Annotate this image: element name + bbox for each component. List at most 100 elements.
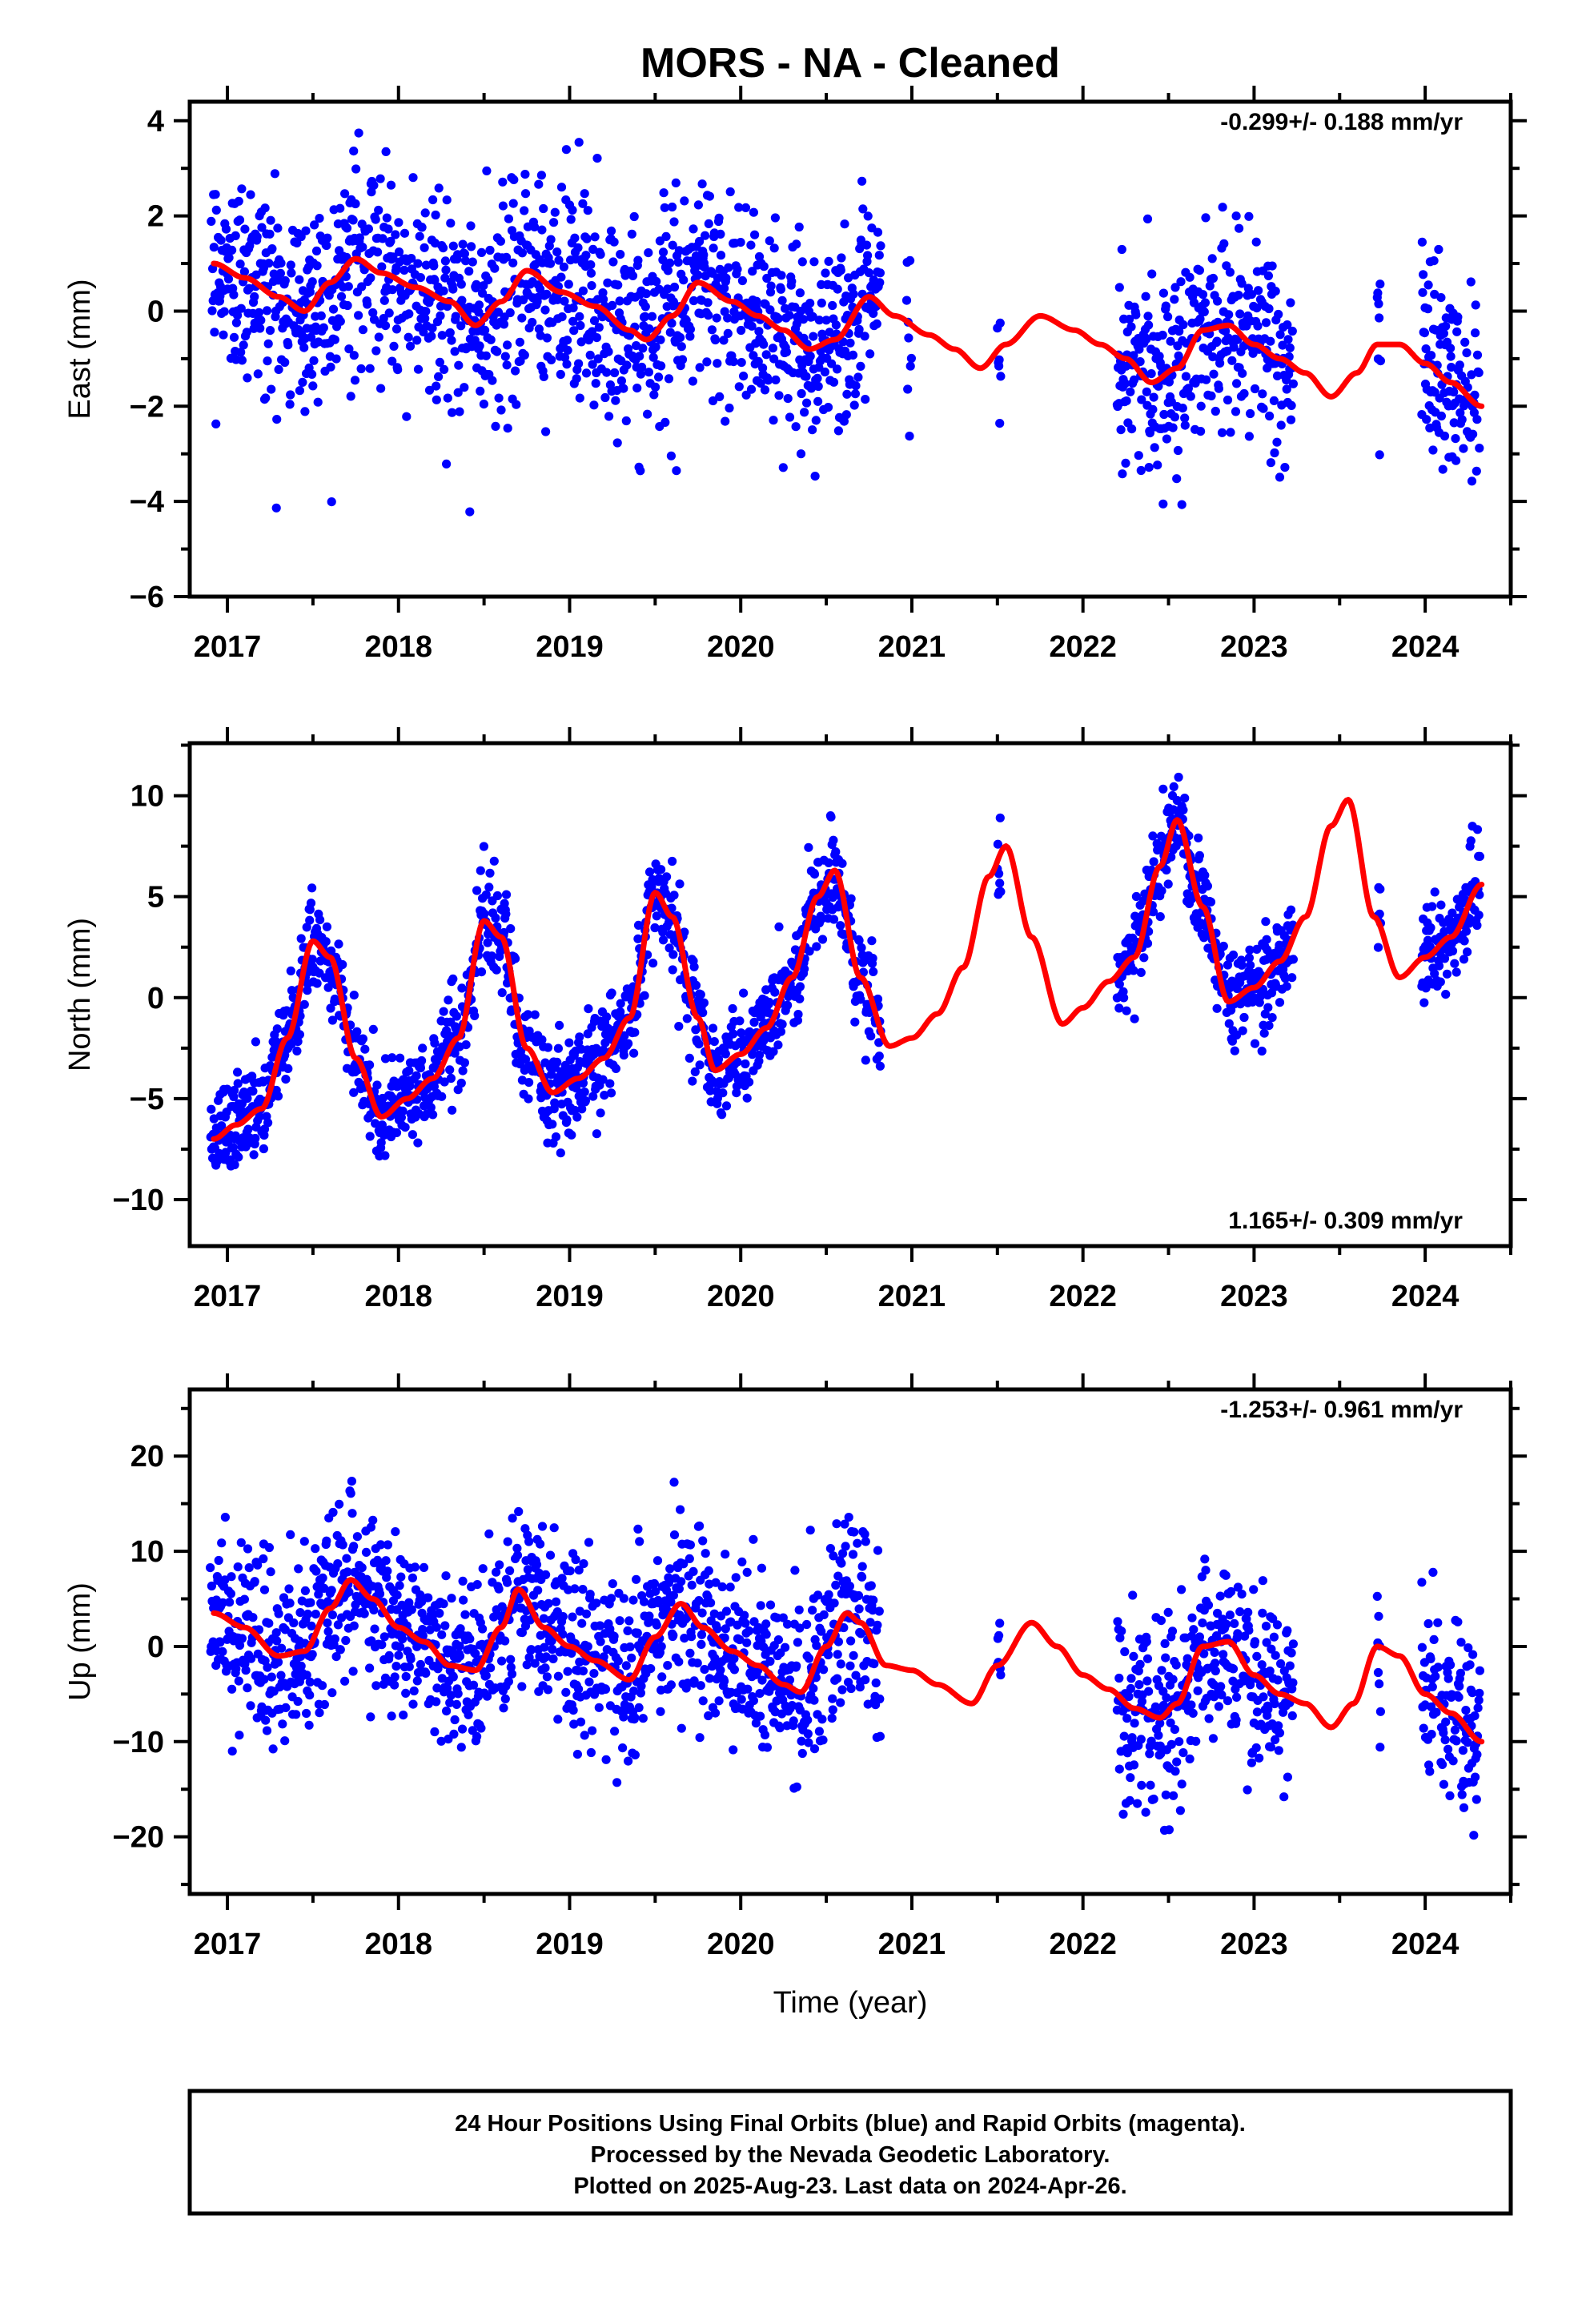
data-point xyxy=(869,1595,878,1605)
data-point xyxy=(1131,310,1141,320)
data-point xyxy=(824,1590,833,1599)
data-point xyxy=(817,1715,827,1724)
north-x-tick-label: 2024 xyxy=(1391,1280,1460,1313)
data-point xyxy=(495,1560,504,1570)
data-point xyxy=(1215,358,1225,368)
data-point xyxy=(785,1675,795,1685)
data-point xyxy=(1164,377,1174,387)
data-point xyxy=(753,356,763,366)
data-point xyxy=(652,1620,661,1630)
data-point xyxy=(536,1539,545,1549)
data-point xyxy=(380,1151,390,1160)
data-point xyxy=(700,263,709,272)
data-point xyxy=(666,1597,676,1607)
data-point xyxy=(368,1024,378,1034)
data-point xyxy=(270,169,279,179)
data-point xyxy=(1419,998,1429,1007)
data-point xyxy=(305,1691,315,1700)
data-point xyxy=(1446,344,1456,353)
data-point xyxy=(1127,424,1137,434)
data-point xyxy=(651,382,661,392)
data-point xyxy=(1466,836,1476,846)
data-point xyxy=(994,1630,1004,1640)
data-point xyxy=(315,1708,324,1718)
data-point xyxy=(1460,936,1469,946)
data-point xyxy=(498,201,508,211)
data-point xyxy=(349,351,359,360)
east-x-tick-label: 2018 xyxy=(364,630,432,664)
data-point xyxy=(804,1654,814,1663)
data-point xyxy=(391,1662,401,1671)
data-point xyxy=(256,316,266,325)
data-point xyxy=(871,1678,881,1688)
data-point xyxy=(481,890,491,899)
data-point xyxy=(249,1150,259,1160)
data-point xyxy=(643,409,652,419)
data-point xyxy=(568,205,577,215)
data-point xyxy=(836,921,845,931)
data-point xyxy=(1462,348,1472,358)
data-point xyxy=(740,1610,749,1620)
data-point xyxy=(280,1625,290,1634)
data-point xyxy=(436,301,446,311)
data-point xyxy=(609,1631,619,1641)
data-point xyxy=(1127,1733,1137,1743)
data-point xyxy=(1116,425,1126,435)
data-point xyxy=(1282,384,1291,394)
data-point xyxy=(526,1645,536,1655)
data-point xyxy=(1266,458,1275,468)
data-point xyxy=(669,1630,678,1640)
data-point xyxy=(457,296,467,305)
data-point xyxy=(1459,955,1469,964)
data-point xyxy=(570,233,580,243)
data-point xyxy=(435,1608,444,1618)
data-point xyxy=(450,1048,460,1058)
data-point xyxy=(567,1648,576,1658)
data-point xyxy=(1148,831,1158,841)
data-point xyxy=(787,276,797,286)
data-point xyxy=(798,315,809,324)
data-point xyxy=(750,230,760,239)
data-point xyxy=(239,340,248,350)
data-point xyxy=(585,1590,595,1599)
data-point xyxy=(396,1572,406,1582)
data-point xyxy=(528,317,537,328)
data-point xyxy=(505,308,515,318)
data-point xyxy=(1287,400,1296,410)
data-point xyxy=(261,1715,271,1725)
data-point xyxy=(609,237,619,247)
data-point xyxy=(416,273,426,283)
data-point xyxy=(541,1570,551,1579)
data-point xyxy=(217,1538,227,1548)
data-point xyxy=(287,986,297,995)
data-point xyxy=(845,1582,854,1591)
data-point xyxy=(505,1566,515,1575)
data-point xyxy=(311,246,322,255)
data-point xyxy=(371,215,380,224)
data-point xyxy=(794,1605,804,1614)
data-point xyxy=(1122,1006,1131,1015)
data-point xyxy=(338,1540,347,1550)
data-point xyxy=(1148,404,1158,414)
data-point xyxy=(1253,321,1263,331)
data-point xyxy=(323,233,332,243)
data-point xyxy=(729,1654,739,1663)
data-point xyxy=(1466,277,1476,287)
data-point xyxy=(820,367,829,377)
data-point xyxy=(905,361,915,371)
data-point xyxy=(685,332,695,341)
data-point xyxy=(1161,301,1170,311)
data-point xyxy=(995,318,1005,328)
data-point xyxy=(866,1031,876,1041)
data-point xyxy=(380,1054,391,1063)
data-point xyxy=(824,256,833,266)
data-point xyxy=(480,325,490,335)
data-point xyxy=(1202,375,1211,384)
data-point xyxy=(675,879,685,889)
data-point xyxy=(474,308,484,317)
data-point xyxy=(1180,413,1190,423)
data-point xyxy=(1133,1799,1142,1808)
data-point xyxy=(615,296,624,306)
data-point xyxy=(285,1598,295,1608)
data-point xyxy=(636,1688,646,1698)
